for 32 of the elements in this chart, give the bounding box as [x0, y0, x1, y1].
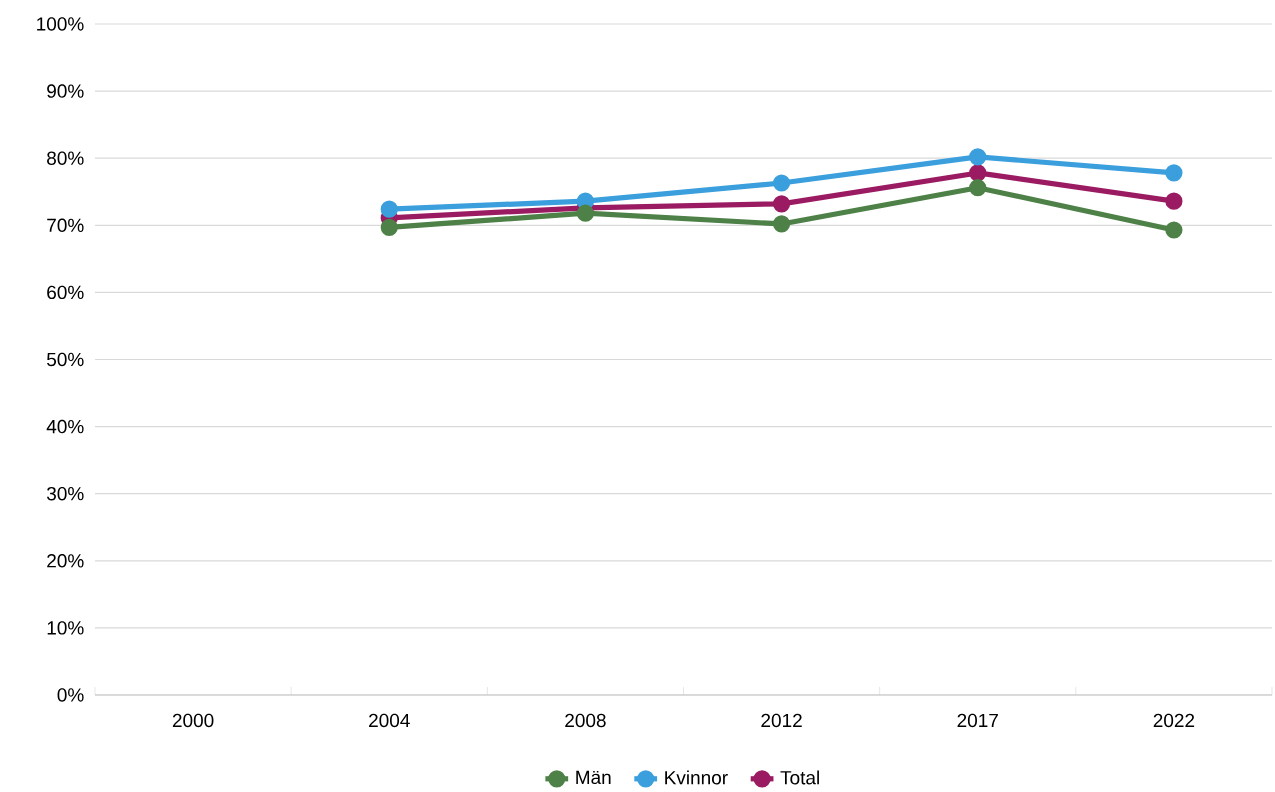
- point: [969, 164, 987, 182]
- y-tick-label: 90%: [47, 84, 84, 98]
- x-tick-label: 2000: [172, 713, 214, 728]
- y-tick-label: 30%: [46, 486, 84, 501]
- y-tick-label: 70%: [47, 218, 84, 233]
- point: [380, 218, 398, 236]
- y-tick-label: 20%: [47, 554, 84, 568]
- x-tick-label: 2008: [565, 713, 606, 728]
- point: [772, 195, 791, 213]
- point: [380, 200, 398, 218]
- x-tick-label: 2022: [1153, 713, 1195, 728]
- legend-label: Total: [780, 770, 819, 785]
- x-tick-label: 2012: [761, 713, 802, 728]
- point: [969, 148, 987, 166]
- y-tick-label: 40%: [46, 419, 84, 434]
- y-tick-label: 0%: [57, 688, 84, 702]
- point: [1165, 192, 1183, 210]
- point: [772, 174, 791, 192]
- y-tick-label: 50%: [47, 352, 84, 367]
- point: [1165, 221, 1183, 239]
- point: [1165, 164, 1183, 182]
- point: [576, 204, 595, 222]
- y-tick-label: 10%: [47, 621, 84, 635]
- x-tick-label: 2004: [369, 713, 410, 728]
- legend-label: Kvinnor: [665, 770, 728, 785]
- y-tick-label: 100%: [37, 17, 84, 31]
- point: [772, 215, 791, 233]
- legend-label: Män: [576, 770, 611, 785]
- point: [969, 179, 987, 197]
- y-tick-label: 80%: [47, 151, 84, 165]
- y-tick-label: 60%: [47, 285, 84, 300]
- x-tick-label: 2017: [957, 713, 998, 728]
